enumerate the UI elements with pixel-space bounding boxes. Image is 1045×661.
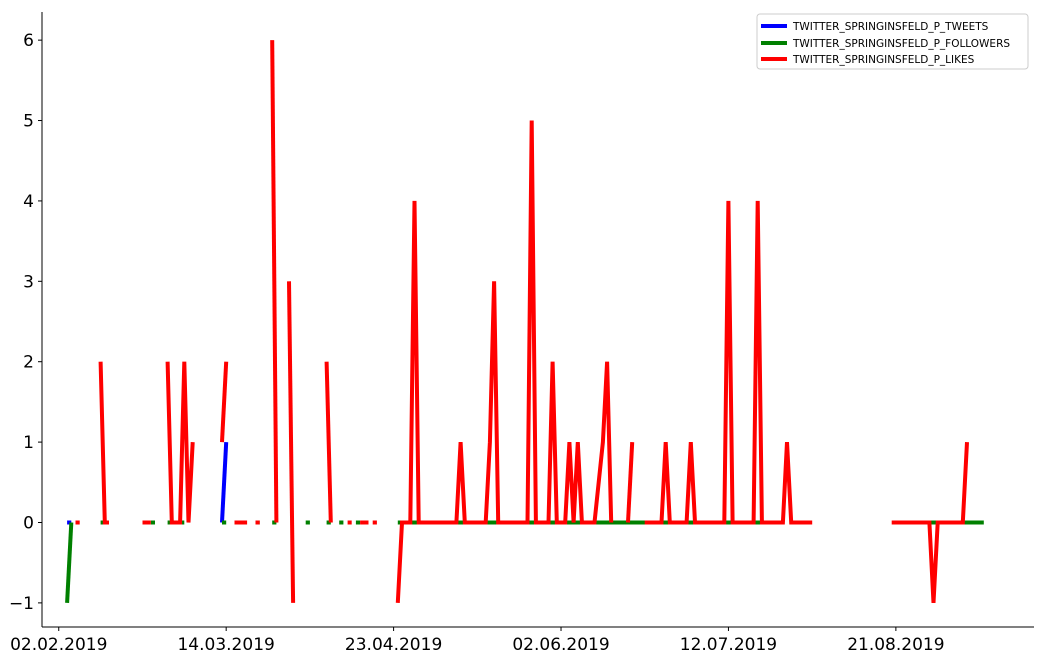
legend-box: [756, 13, 1029, 70]
legend-label-followers: TWITTER_SPRINGINSFELD_P_FOLLOWERS: [792, 38, 1010, 50]
x-tick-label: 14.03.2019: [177, 635, 274, 655]
y-tick-label: 2: [23, 353, 34, 373]
series-layer: [65, 40, 984, 604]
series-2-segment-8: [287, 281, 296, 603]
series-1-segment-0: [65, 522, 74, 604]
series-2-segment-14: [626, 441, 635, 523]
legend-label-likes: TWITTER_SPRINGINSFELD_P_LIKES: [792, 54, 975, 66]
y-axis-ticks: −1 0 1 2 3 4 5 6: [9, 31, 42, 614]
series-2-segment-3: [165, 361, 195, 525]
y-tick-label: 4: [23, 192, 34, 212]
legend: TWITTER_SPRINGINSFELD_P_TWEETS TWITTER_S…: [756, 13, 1029, 70]
series-2-segment-16: [891, 441, 969, 604]
y-tick-label: −1: [9, 594, 34, 614]
y-tick-label: 0: [23, 513, 34, 533]
series-0-segment-1: [220, 441, 229, 523]
x-tick-label: 02.02.2019: [10, 635, 107, 655]
x-tick-label: 12.07.2019: [680, 635, 777, 655]
y-tick-label: 1: [23, 433, 34, 453]
y-tick-label: 3: [23, 272, 34, 292]
x-tick-label: 02.06.2019: [512, 635, 609, 655]
x-tick-label: 23.04.2019: [345, 635, 442, 655]
x-axis-ticks: 02.02.2019 14.03.2019 23.04.2019 02.06.2019…: [10, 627, 945, 655]
y-tick-label: 5: [23, 112, 34, 132]
series-2-segment-13: [395, 120, 614, 604]
series-2-segment-9: [324, 361, 333, 523]
series-2-segment-7: [270, 40, 279, 523]
x-tick-label: 21.08.2019: [847, 635, 944, 655]
legend-label-tweets: TWITTER_SPRINGINSFELD_P_TWEETS: [792, 21, 989, 33]
series-2-segment-15: [644, 200, 813, 525]
series-2-segment-1: [98, 361, 109, 525]
series-2-segment-4: [220, 361, 229, 443]
y-tick-label: 6: [23, 31, 34, 51]
